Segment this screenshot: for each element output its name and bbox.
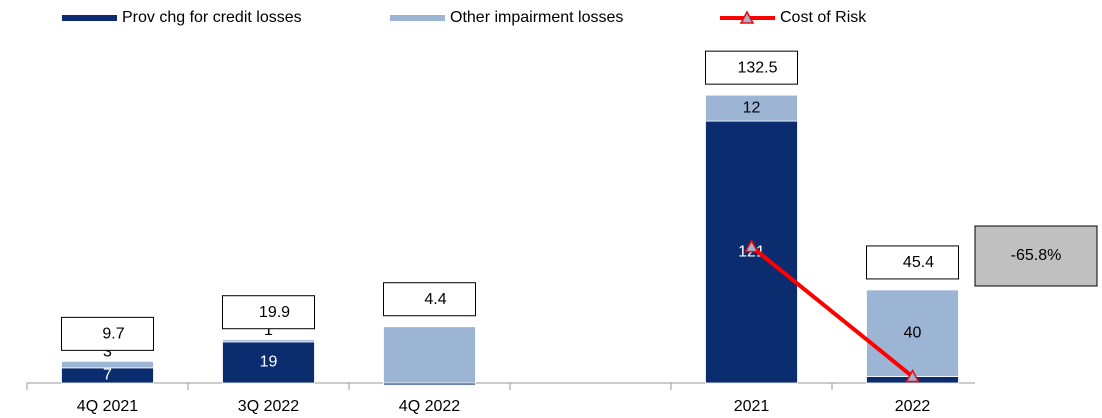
bar-segment (705, 94, 798, 122)
line-marker (905, 368, 920, 383)
total-box (705, 50, 798, 85)
total-box (222, 295, 315, 330)
x-tick-label: 4Q 2021 (77, 398, 138, 415)
legend-marker (739, 10, 755, 24)
total-label: 19.9 (259, 304, 290, 321)
legend-label: Cost of Risk (780, 9, 867, 26)
value-label: 1 (264, 322, 273, 339)
bar-segment (866, 289, 959, 377)
value-label: 19 (260, 354, 278, 371)
legend-label: Other impairment losses (450, 9, 623, 26)
total-label: 4.4 (424, 291, 446, 308)
total-box (61, 316, 154, 351)
bar-segment (61, 360, 154, 369)
x-tick-label: 4Q 2022 (399, 398, 460, 415)
total-label: 9.7 (102, 326, 124, 343)
x-tick-label: 2021 (734, 398, 770, 415)
value-label: 12 (743, 99, 761, 116)
annotation: -65.8% (1011, 247, 1062, 264)
value-label: 40 (904, 324, 922, 341)
total-box (866, 245, 959, 280)
bar-segment (222, 339, 315, 343)
line (750, 245, 914, 379)
value-label: 3 (103, 344, 112, 361)
total-box (383, 282, 476, 317)
total-label: 132.5 (737, 59, 777, 76)
legend-swatch (390, 15, 445, 21)
legend-label: Prov chg for credit losses (122, 9, 302, 26)
x-tick-label: 3Q 2022 (238, 398, 299, 415)
annotation-box (974, 225, 1098, 287)
value-label: 7 (103, 367, 112, 384)
bar-segment (383, 326, 476, 384)
total-label: 45.4 (903, 254, 934, 271)
line-marker (744, 239, 759, 253)
legend-swatch (62, 15, 117, 21)
x-tick-label: 2022 (895, 398, 931, 415)
